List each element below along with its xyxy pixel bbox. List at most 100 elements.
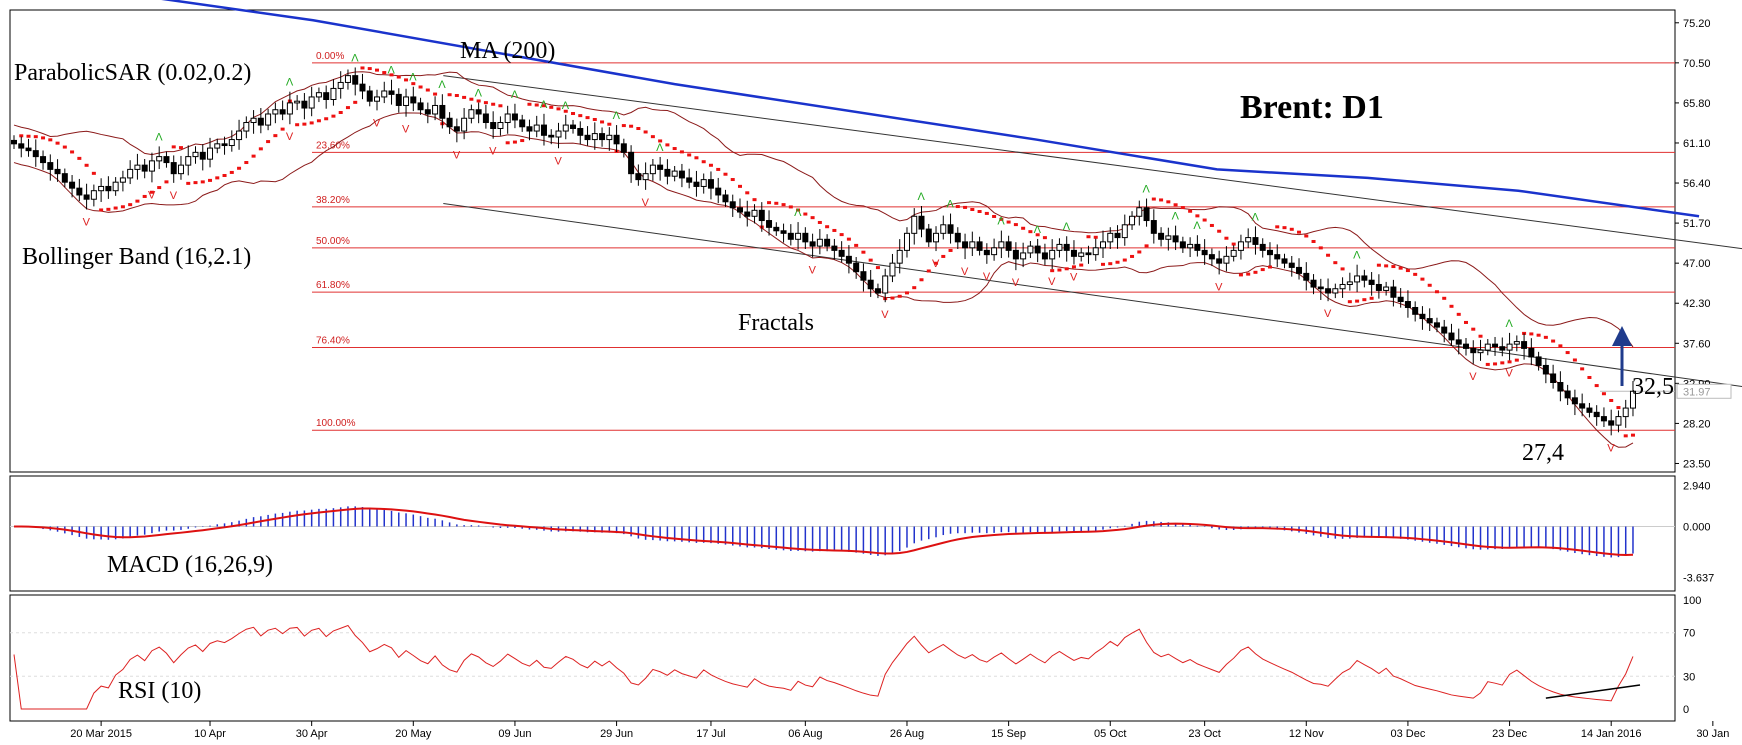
candle-body	[526, 126, 533, 132]
candle-body	[301, 100, 308, 109]
candle-body	[606, 134, 613, 141]
candle-body	[540, 124, 547, 136]
fractal-down: V	[983, 271, 991, 283]
sar-dot	[266, 140, 271, 144]
sar-dot	[854, 243, 859, 247]
candle-body	[1201, 249, 1208, 256]
fib-label: 100.00%	[316, 418, 356, 429]
sar-dot	[1398, 266, 1403, 270]
sar-dot	[1565, 351, 1570, 355]
candle-body	[555, 130, 562, 138]
candle-body	[911, 215, 918, 234]
sar-dot	[469, 97, 474, 101]
sar-dot	[1340, 267, 1345, 271]
sar-dot	[26, 134, 31, 138]
candle-body	[265, 113, 272, 126]
price-tick-label: 23.50	[1683, 458, 1711, 470]
candle-body	[1303, 272, 1310, 281]
rsi-polyline	[13, 624, 1634, 710]
candle-body	[308, 96, 315, 109]
sar-dot	[1434, 290, 1439, 294]
sar-dot	[1028, 230, 1033, 234]
candle-body	[693, 181, 700, 187]
macd-signal-line	[13, 507, 1634, 556]
sar-dot	[1086, 235, 1091, 239]
sar-dot	[1064, 267, 1069, 271]
fractal-up: Λ	[1143, 184, 1151, 196]
candle-body	[1404, 301, 1411, 308]
sar-dot	[1478, 334, 1483, 338]
sar-dot	[912, 286, 917, 290]
sar-dot	[425, 88, 430, 92]
fractal-up: Λ	[1506, 318, 1514, 330]
sar-dot	[84, 163, 89, 167]
sar-dot	[1391, 265, 1396, 269]
sar-dot	[215, 176, 220, 180]
fractal-down: V	[148, 189, 156, 201]
sar-dot	[970, 207, 975, 211]
ma200-line	[161, 0, 1700, 218]
rsi-tick-label: 0	[1683, 704, 1689, 716]
fractal-up: Λ	[1172, 211, 1180, 223]
x-tick-label: 09 Jun	[498, 728, 531, 740]
sar-dot	[382, 71, 387, 75]
fractal-up: Λ	[388, 65, 396, 77]
candle-body	[816, 238, 823, 247]
sar-dot	[1042, 236, 1047, 240]
candle-body	[148, 160, 155, 172]
candle-body	[294, 100, 301, 104]
candle-body	[1629, 390, 1636, 409]
candle-body	[1354, 275, 1361, 283]
chart-title: Brent: D1	[1240, 89, 1384, 126]
candle-body	[1470, 347, 1477, 354]
rsi-trendline	[1545, 684, 1641, 699]
price-tick-label: 51.70	[1683, 218, 1711, 230]
sar-dot	[1122, 258, 1127, 262]
x-tick-label: 26 Aug	[890, 728, 924, 740]
sar-dot	[1057, 268, 1062, 272]
sar-dot	[752, 198, 757, 202]
sar-dot	[1297, 230, 1302, 234]
candle-body	[657, 164, 664, 170]
candle-body	[490, 122, 497, 129]
sar-dot	[1442, 296, 1447, 300]
sar-dot	[1071, 265, 1076, 269]
candle-body	[562, 124, 569, 132]
candle-body	[954, 232, 961, 243]
candle-body	[831, 245, 838, 251]
candlesticks	[11, 67, 1636, 436]
candle-body	[1433, 322, 1440, 328]
candle-body	[1020, 252, 1027, 260]
sar-dot	[643, 130, 648, 134]
sar-dot	[1246, 272, 1251, 276]
sar-dot	[476, 99, 481, 103]
candle-body	[1179, 241, 1186, 249]
sar-dot	[1449, 304, 1454, 308]
candle-body	[1513, 341, 1520, 345]
sar-dot	[1405, 269, 1410, 273]
sar-dot	[1159, 198, 1164, 202]
candle-body	[417, 102, 424, 111]
candle-body	[199, 151, 206, 160]
fractal-up: Λ	[1034, 224, 1042, 236]
candle-body	[1426, 318, 1433, 324]
candle-body	[925, 228, 932, 243]
candle-body	[1332, 288, 1339, 294]
sar-dot	[1333, 261, 1338, 265]
sar-dot	[607, 122, 612, 126]
channel-line	[443, 202, 1742, 388]
price-tick-label: 65.80	[1683, 98, 1711, 110]
fractal-down: V	[1469, 371, 1477, 383]
sar-dot	[295, 123, 300, 127]
candle-body	[700, 179, 707, 187]
candle-body	[1194, 243, 1201, 251]
sar-dot	[1630, 433, 1635, 437]
fractal-up: Λ	[918, 191, 926, 203]
macd-tick-label: -3.637	[1683, 572, 1714, 584]
sar-dot	[1529, 332, 1534, 336]
candle-body	[1230, 249, 1237, 257]
candle-body	[1056, 243, 1063, 251]
sar-dot	[222, 174, 227, 178]
candle-body	[1266, 249, 1273, 256]
